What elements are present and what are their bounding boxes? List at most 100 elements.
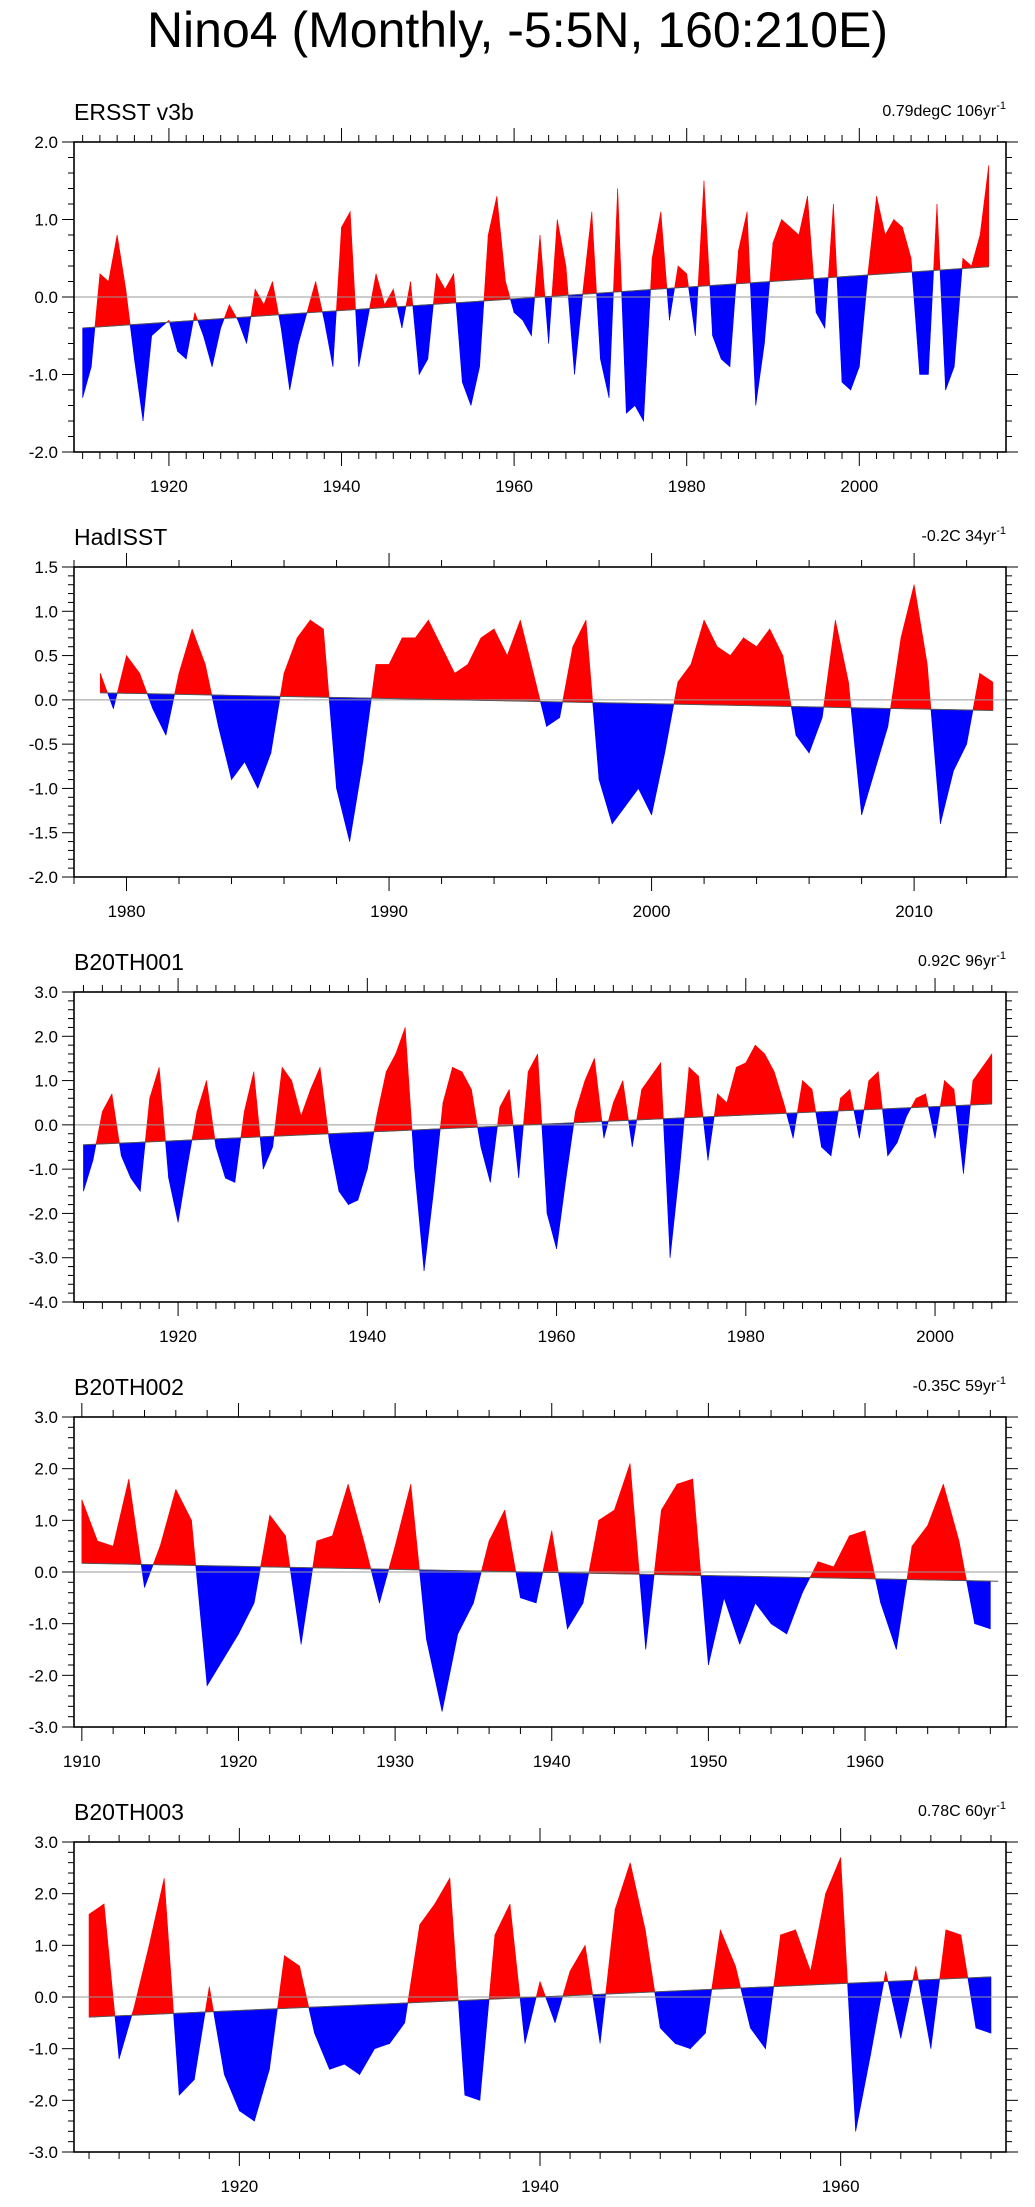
- area-segment: [743, 637, 757, 707]
- area-segment: [168, 1140, 179, 1223]
- area-segment: [723, 1575, 741, 1645]
- area-segment: [782, 655, 792, 707]
- area-segment: [349, 211, 356, 311]
- area-segment: [720, 1929, 736, 1990]
- area-segment: [972, 673, 981, 711]
- area-segment: [272, 1135, 275, 1148]
- area-segment: [712, 284, 722, 360]
- area-segment: [103, 1903, 116, 2017]
- area-segment: [599, 1993, 606, 2044]
- area-segment: [683, 1067, 690, 1119]
- trend-annotation: 0.78C 60yr-1: [918, 1800, 1006, 1820]
- area-segment: [966, 1580, 975, 1624]
- area-segment: [191, 1111, 198, 1141]
- area-segment: [823, 620, 836, 708]
- area-segment: [234, 1137, 242, 1183]
- area-segment: [628, 1119, 633, 1148]
- area-segment: [653, 1509, 662, 1575]
- area-segment: [359, 2004, 375, 2076]
- area-segment: [355, 309, 360, 367]
- x-tick-label: 2010: [895, 902, 933, 921]
- area-segment: [674, 1989, 691, 2050]
- area-segment: [565, 265, 569, 296]
- area-segment: [703, 180, 711, 287]
- area-segment: [850, 707, 862, 816]
- area-segment: [558, 1572, 568, 1629]
- area-segment: [208, 1986, 214, 2013]
- area-segment: [204, 664, 213, 696]
- area-segment: [300, 1089, 311, 1136]
- area-segment: [284, 1955, 300, 2009]
- area-segment: [813, 278, 817, 313]
- area-segment: [786, 1112, 794, 1139]
- area-segment: [197, 319, 204, 336]
- area-segment: [677, 663, 692, 705]
- area-segment: [906, 1546, 913, 1580]
- area-segment: [497, 1107, 501, 1127]
- area-segment: [634, 289, 644, 423]
- area-segment: [789, 226, 800, 281]
- area-segment: [559, 701, 563, 718]
- plot-frame: [73, 566, 1007, 878]
- area-segment: [688, 286, 696, 336]
- area-segment: [702, 1116, 709, 1161]
- area-segment: [231, 695, 245, 781]
- area-segment: [426, 1569, 443, 1712]
- area-segment: [139, 1141, 146, 1192]
- area-segment: [625, 702, 639, 808]
- area-segment: [272, 281, 280, 316]
- y-tick-label: -1.0: [29, 366, 58, 385]
- area-segment: [512, 1124, 520, 1179]
- area-segment: [945, 268, 955, 391]
- area-segment: [239, 2009, 255, 2122]
- area-segment: [643, 289, 651, 422]
- area-segment: [493, 628, 508, 702]
- area-segment: [939, 1929, 947, 1980]
- area-segment: [548, 295, 553, 344]
- area-segment: [412, 304, 420, 375]
- area-segment: [953, 709, 967, 771]
- area-segment: [165, 1140, 169, 1179]
- area-segment: [970, 1080, 974, 1106]
- area-segment: [193, 2011, 206, 2080]
- area-segment: [755, 281, 765, 406]
- area-segment: [880, 1578, 897, 1650]
- area-segment: [764, 1053, 775, 1115]
- area-segment: [225, 1137, 236, 1183]
- area-segment: [887, 1980, 902, 2039]
- area-segment: [384, 288, 394, 308]
- area-segment: [726, 1067, 737, 1117]
- plot-frame: [73, 991, 1007, 1303]
- area-segment: [963, 1104, 971, 1174]
- area-segment: [204, 1986, 210, 2013]
- area-segment: [749, 282, 757, 406]
- y-tick-label: 2.0: [34, 133, 58, 152]
- area-segment: [644, 1929, 656, 1993]
- area-segment: [659, 1990, 676, 2045]
- area-segment: [191, 1520, 197, 1566]
- area-segment: [300, 1567, 314, 1645]
- area-segment: [509, 1903, 521, 1999]
- area-segment: [764, 281, 771, 344]
- area-segment: [925, 1093, 929, 1108]
- area-segment: [708, 1575, 725, 1666]
- area-segment: [455, 302, 463, 383]
- area-segment: [611, 702, 626, 825]
- area-segment: [887, 1107, 898, 1157]
- x-tick-label: 1920: [159, 1327, 197, 1346]
- area-segment: [187, 1139, 193, 1165]
- x-tick-label: 1980: [727, 1327, 765, 1346]
- area-segment: [638, 703, 652, 816]
- area-segment: [915, 1965, 919, 1981]
- area-segment: [565, 1122, 575, 1179]
- area-segment: [206, 1080, 216, 1140]
- area-segment: [407, 1924, 421, 2004]
- area-segment: [651, 703, 666, 816]
- area-segment: [858, 274, 869, 367]
- area-segment: [537, 1053, 543, 1125]
- area-segment: [588, 1520, 600, 1574]
- area-segment: [614, 1862, 631, 1994]
- area-segment: [594, 1058, 603, 1123]
- area-segment: [194, 312, 199, 321]
- area-segment: [887, 708, 891, 727]
